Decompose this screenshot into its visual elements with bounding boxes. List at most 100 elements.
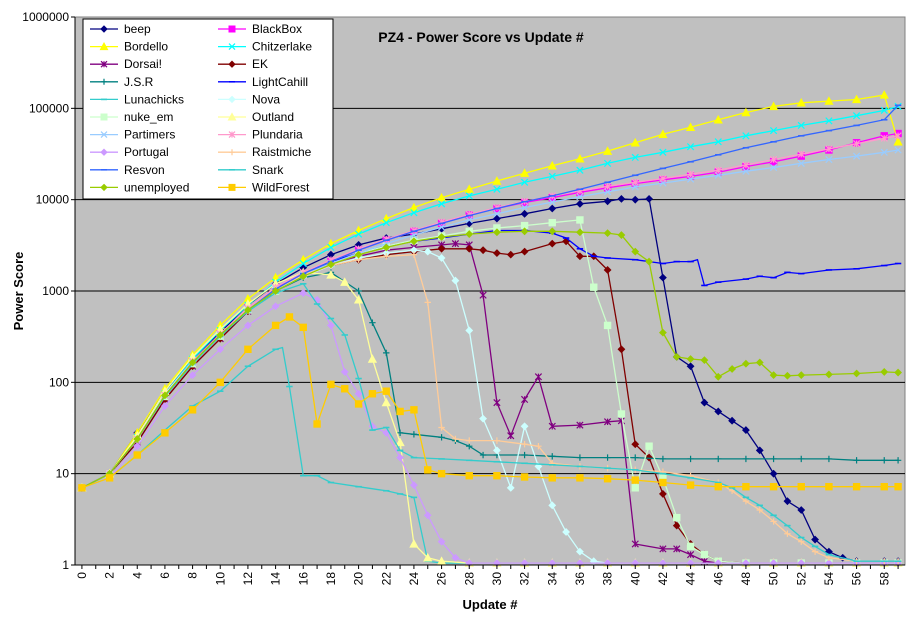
data-point	[548, 172, 556, 180]
data-point	[686, 481, 695, 489]
x-tick-label: 58	[877, 572, 891, 586]
data-point	[742, 132, 750, 140]
y-axis: 1 10 100 1000 10000 100000 1000000	[22, 10, 76, 572]
data-point	[659, 490, 667, 498]
data-point	[133, 451, 141, 459]
x-tick-label: 2	[103, 572, 117, 579]
data-point	[437, 223, 446, 231]
x-tick-label: 46	[711, 572, 725, 586]
data-point	[783, 497, 792, 506]
data-point	[631, 195, 640, 204]
x-tick-label: 4	[130, 572, 144, 579]
data-point	[852, 112, 861, 120]
data-point	[880, 134, 888, 142]
legend-item: Plundaria	[218, 128, 303, 142]
data-point	[617, 345, 626, 354]
data-point	[576, 216, 584, 224]
data-point	[880, 368, 889, 376]
data-point	[410, 251, 418, 258]
legend: beep BlackBox Bordello Chitzerlake Dorsai! EK…	[82, 18, 334, 200]
legend-item: Nova	[218, 92, 280, 106]
data-point	[893, 136, 903, 146]
data-point	[797, 371, 806, 380]
data-point	[715, 455, 722, 463]
data-point	[769, 469, 778, 478]
data-point	[327, 321, 335, 330]
data-point	[465, 244, 474, 253]
x-tick-label: 30	[490, 572, 504, 586]
data-point	[341, 385, 349, 393]
data-point	[742, 482, 750, 491]
x-tick-label: 32	[518, 572, 532, 586]
data-point	[603, 159, 612, 167]
data-point	[271, 302, 280, 311]
x-tick-label: 54	[822, 572, 836, 586]
data-point	[894, 102, 902, 111]
data-point	[410, 209, 418, 217]
x-tick-label: 8	[186, 572, 200, 579]
data-point	[825, 145, 833, 153]
data-point	[769, 155, 778, 164]
series-line	[81, 230, 899, 489]
series-wildforest	[78, 313, 902, 492]
x-tick-label: 44	[684, 572, 698, 586]
data-point	[451, 276, 460, 285]
data-point	[216, 378, 224, 387]
data-point	[519, 168, 530, 177]
series-layer	[77, 90, 903, 567]
data-point	[133, 435, 142, 443]
data-point	[630, 137, 640, 147]
data-point	[658, 129, 668, 138]
data-point	[506, 250, 515, 259]
data-point	[133, 442, 142, 451]
data-point	[520, 209, 529, 218]
x-tick-label: 12	[241, 572, 255, 586]
data-point	[576, 192, 584, 201]
data-point	[493, 249, 501, 258]
data-point	[383, 349, 390, 357]
data-point	[880, 482, 888, 491]
data-point	[451, 553, 460, 562]
data-point	[548, 501, 557, 510]
x-tick-label: 6	[158, 572, 172, 579]
data-point	[436, 192, 447, 202]
data-point	[894, 132, 902, 140]
data-point	[354, 250, 363, 259]
data-point	[880, 106, 888, 114]
data-point	[784, 530, 791, 537]
data-point	[659, 455, 667, 463]
data-point	[354, 400, 363, 408]
data-point	[825, 482, 833, 491]
data-point	[755, 446, 764, 455]
data-point	[507, 432, 515, 440]
data-point	[894, 482, 902, 491]
data-point	[659, 478, 667, 487]
data-point	[313, 420, 321, 428]
data-point	[423, 511, 432, 520]
data-point	[755, 358, 764, 367]
data-point	[879, 90, 889, 99]
y-tick-label: 100000	[29, 101, 69, 115]
data-point	[852, 482, 861, 491]
legend-item: Portugal	[90, 145, 169, 159]
data-point	[728, 416, 736, 425]
data-point	[811, 548, 819, 555]
data-point	[396, 407, 404, 416]
data-point	[465, 230, 474, 238]
data-point	[659, 273, 667, 282]
data-point	[161, 429, 169, 437]
data-point	[353, 295, 364, 304]
data-point	[216, 345, 225, 354]
data-point	[631, 540, 639, 548]
data-point	[714, 407, 723, 416]
data-point	[797, 150, 805, 158]
x-tick-label: 38	[601, 572, 615, 586]
data-point	[520, 247, 529, 256]
legend-label: Raistmiche	[252, 145, 312, 159]
data-point	[228, 183, 236, 191]
data-point	[603, 229, 612, 238]
data-point	[714, 372, 723, 381]
data-point	[410, 406, 418, 414]
data-point	[100, 113, 108, 121]
data-point	[493, 472, 501, 480]
